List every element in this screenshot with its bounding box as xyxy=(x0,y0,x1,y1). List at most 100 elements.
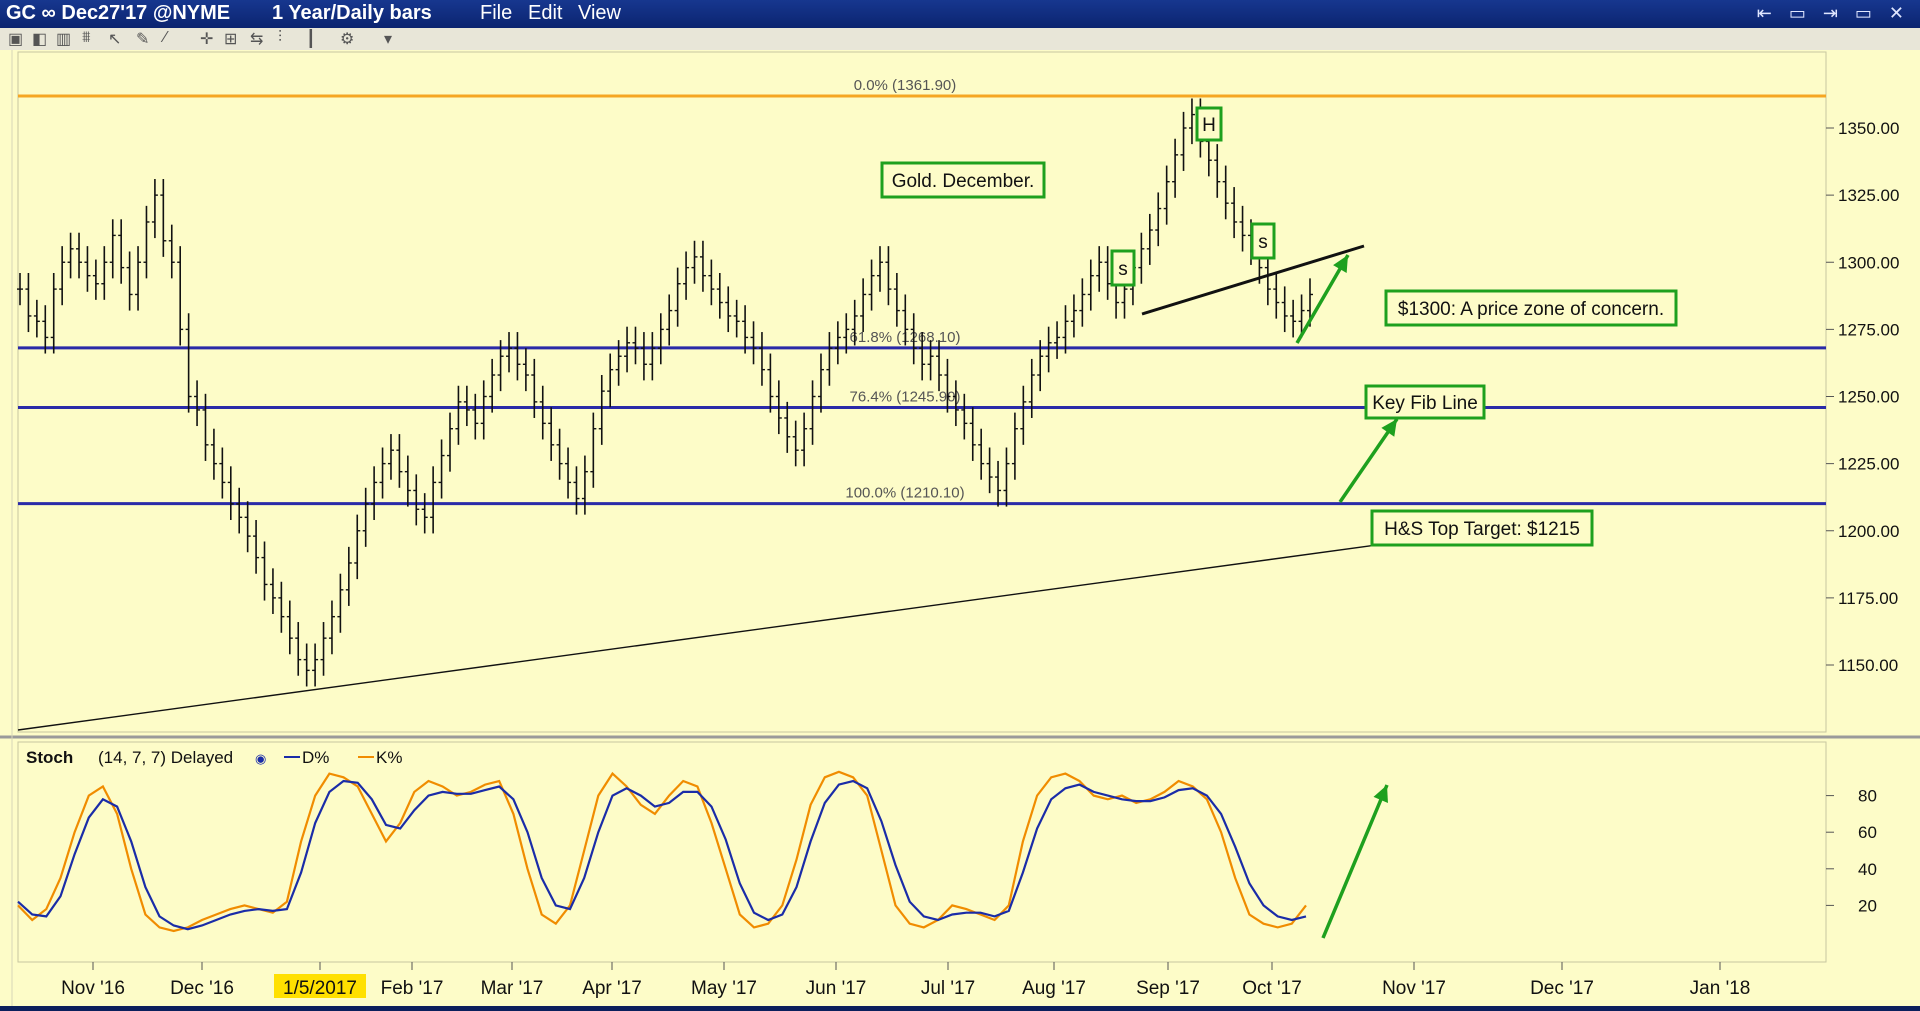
price-bar xyxy=(556,428,563,480)
price-bar xyxy=(1180,111,1187,171)
price-bar xyxy=(227,466,234,521)
period-label[interactable]: 1 Year/Daily bars xyxy=(272,2,432,24)
price-bar xyxy=(447,412,453,472)
pencil-icon[interactable]: ✎ xyxy=(136,31,150,48)
price-bar xyxy=(1163,165,1170,225)
price-bar xyxy=(59,246,66,306)
price-bar xyxy=(514,332,521,381)
d-line[interactable] xyxy=(17,779,1307,931)
price-bar xyxy=(1062,305,1069,354)
target-box[interactable]: H&S Top Target: $1215 xyxy=(1370,509,1594,547)
bars-icon[interactable]: ▥ xyxy=(56,31,72,48)
stoch-title[interactable]: Stoch xyxy=(26,748,73,767)
price-line-label-3: 100.0% (1210.10) xyxy=(845,485,964,502)
price-bar xyxy=(539,385,546,440)
price-bar xyxy=(581,455,588,515)
price-bar xyxy=(927,340,934,381)
price-bar xyxy=(1020,385,1027,445)
crosshair-icon[interactable]: ✛ xyxy=(200,31,214,48)
d-legend-label[interactable]: D% xyxy=(302,748,329,767)
stoch-y-tick-label: 80 xyxy=(1858,787,1877,806)
price-bar xyxy=(1011,412,1018,480)
price-bar xyxy=(84,246,91,292)
fib-box[interactable]: Key Fib Line xyxy=(1364,384,1486,420)
target-arrow-head xyxy=(1381,419,1397,437)
neckline[interactable] xyxy=(1141,244,1365,316)
stoch-params[interactable]: (14, 7, 7) Delayed xyxy=(98,748,233,767)
settings-icon[interactable]: ⚙ xyxy=(340,31,355,48)
price-bar xyxy=(210,428,217,480)
stoch-up-arrow[interactable] xyxy=(1321,784,1389,939)
price-bar xyxy=(253,520,260,574)
price-bar xyxy=(649,332,656,381)
s-right-marker-text: s xyxy=(1258,232,1268,253)
price-bar xyxy=(455,385,462,445)
menu-view[interactable]: View xyxy=(578,2,621,24)
concern-box[interactable]: $1300: A price zone of concern. xyxy=(1384,289,1678,327)
price-bar xyxy=(817,353,824,413)
stoch-settings-icon[interactable]: ◉ xyxy=(255,751,266,766)
price-bar xyxy=(607,353,614,408)
price-bar xyxy=(1138,232,1145,284)
price-bar xyxy=(244,501,251,553)
x-tick-label: 1/5/2017 xyxy=(283,978,357,999)
stoch-up-arrow-head xyxy=(1373,785,1388,803)
price-bar xyxy=(151,179,158,239)
window-controls-icon[interactable]: ⇤ ▭ ⇥ ▭ ✕ xyxy=(1756,3,1910,23)
price-bar xyxy=(742,305,749,354)
price-bar xyxy=(826,332,833,386)
price-panel-frame xyxy=(17,51,1827,733)
menu-edit[interactable]: Edit xyxy=(528,2,563,24)
price-bar xyxy=(1222,165,1229,220)
price-bar xyxy=(952,380,959,427)
price-bar xyxy=(590,412,597,488)
price-bar xyxy=(126,251,133,311)
zoom-icon[interactable]: ⊞ xyxy=(224,31,238,48)
price-bar xyxy=(396,434,403,488)
s-left-marker[interactable]: s xyxy=(1110,249,1136,287)
s-right-marker[interactable]: s xyxy=(1250,222,1276,260)
stoch-panel-frame xyxy=(17,741,1827,963)
rebound-arrow[interactable] xyxy=(1295,254,1350,344)
price-bar xyxy=(1231,187,1238,239)
price-bar xyxy=(699,240,706,292)
menu-file[interactable]: File xyxy=(480,2,513,24)
price-bar xyxy=(480,380,487,440)
long-term-trendline[interactable] xyxy=(17,537,1429,731)
y-tick-label: 1350.00 xyxy=(1838,119,1899,138)
fib-box-frame xyxy=(1364,384,1486,420)
text-tool-icon[interactable]: ▣ xyxy=(8,31,24,48)
s-right-marker-frame xyxy=(1250,222,1276,260)
chart-canvas[interactable]: 0.0% (1361.90)61.8% (1268.10)76.4% (1245… xyxy=(0,50,1920,1006)
price-bar xyxy=(851,299,858,346)
symbol-label[interactable]: GC ∞ Dec27'17 @NYME xyxy=(6,2,231,24)
cursor-icon[interactable]: ↖ xyxy=(108,31,122,48)
price-bar xyxy=(1028,358,1035,418)
price-bar xyxy=(430,466,437,534)
candle-icon[interactable]: ┃ xyxy=(306,31,316,48)
price-bar xyxy=(463,385,470,427)
scroll-icon[interactable]: ⇆ xyxy=(250,31,264,48)
price-bar xyxy=(185,313,192,413)
price-bar xyxy=(936,340,943,392)
price-bar xyxy=(548,407,555,461)
dropdown-icon[interactable]: ▾ xyxy=(384,31,393,48)
h-marker[interactable]: H xyxy=(1195,106,1223,142)
x-tick-label: Apr '17 xyxy=(582,978,642,999)
x-tick-label: Feb '17 xyxy=(381,978,444,999)
line-icon[interactable]: ⁄ xyxy=(164,29,167,46)
rebound-arrow-head xyxy=(1333,255,1348,273)
y-tick-label: 1300.00 xyxy=(1838,253,1899,272)
k-legend-label[interactable]: K% xyxy=(376,748,402,767)
indicator-icon[interactable]: ⩩ xyxy=(82,29,91,46)
price-bar xyxy=(893,272,900,327)
price-bar xyxy=(834,321,841,365)
target-arrow[interactable] xyxy=(1338,418,1399,503)
price-bar xyxy=(160,179,167,257)
bar-style-icon[interactable]: ⫶ xyxy=(278,29,283,46)
price-bar xyxy=(76,232,83,279)
title-box[interactable]: Gold. December. xyxy=(880,161,1046,199)
stoch-y-tick-label: 20 xyxy=(1858,896,1877,915)
price-bar xyxy=(1087,259,1094,311)
annotation-icon[interactable]: ◧ xyxy=(32,31,48,48)
